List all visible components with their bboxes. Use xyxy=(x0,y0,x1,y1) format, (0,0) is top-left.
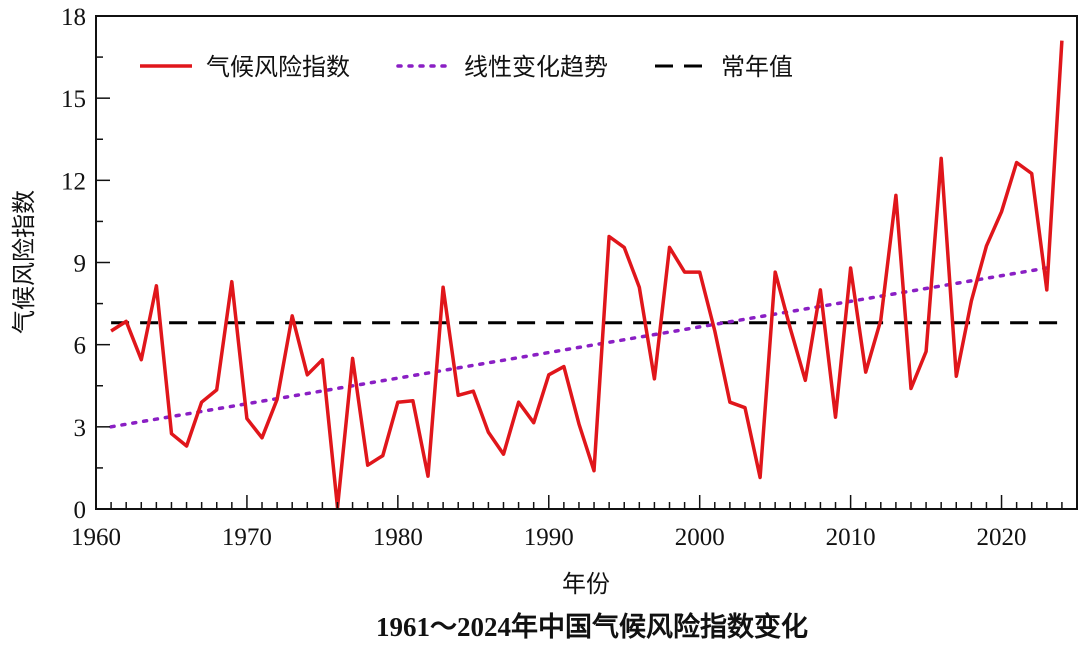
y-tick-label: 3 xyxy=(74,415,87,442)
chart-title: 1961～2024年中国气候风险指数变化 xyxy=(376,611,808,642)
legend-label: 气候风险指数 xyxy=(206,53,350,81)
x-tick-label: 1980 xyxy=(373,524,423,551)
legend-label: 常年值 xyxy=(721,53,793,81)
y-tick-label: 0 xyxy=(74,497,87,524)
axes-frame xyxy=(96,16,1077,509)
legend-label: 线性变化趋势 xyxy=(464,53,608,81)
legend: 气候风险指数 线性变化趋势 常年值 xyxy=(140,53,793,81)
x-tick-label: 1970 xyxy=(222,524,272,551)
axes: 1960 1970 1980 1990 2000 2010 2020 0 3 6 9 12 15 18 xyxy=(61,4,1077,551)
x-tick-label: 2000 xyxy=(675,524,725,551)
y-tick-label: 18 xyxy=(61,4,86,31)
x-tick-label: 1960 xyxy=(71,524,121,551)
x-tick-label: 2020 xyxy=(977,524,1027,551)
series-line-solid xyxy=(111,41,1062,508)
y-tick-label: 12 xyxy=(61,168,86,195)
y-tick-label: 15 xyxy=(61,86,86,113)
x-axis-label: 年份 xyxy=(562,570,610,598)
y-tick-label: 6 xyxy=(74,333,87,360)
y-tick-label: 9 xyxy=(74,251,87,278)
plot-area xyxy=(111,41,1062,508)
y-axis-label: 气候风险指数 xyxy=(10,190,38,334)
x-tick-label: 2010 xyxy=(826,524,876,551)
x-tick-label: 1990 xyxy=(524,524,574,551)
